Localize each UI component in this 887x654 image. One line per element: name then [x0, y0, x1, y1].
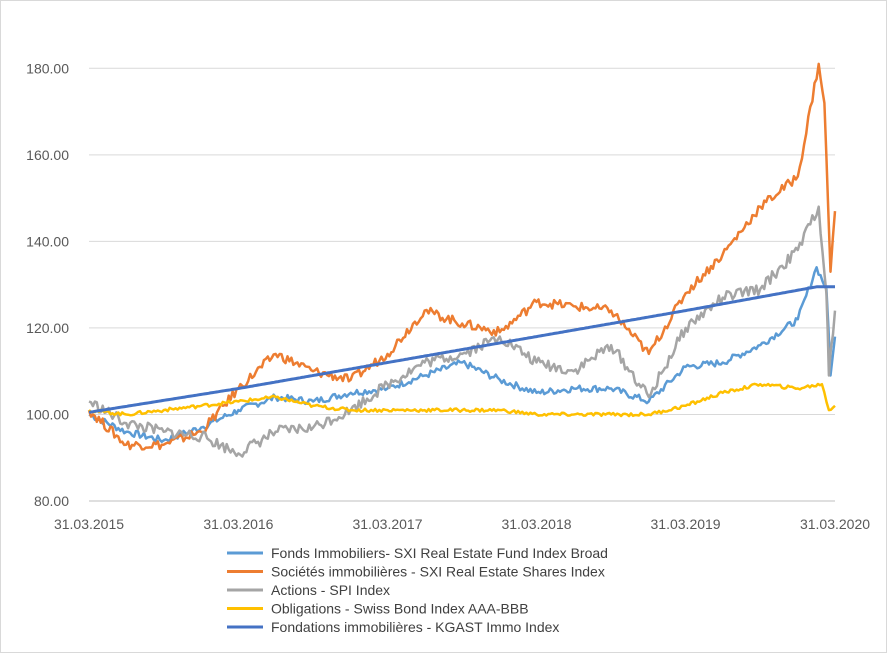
legend-label: Fondations immobilières - KGAST Immo Ind… [271, 619, 559, 635]
series-line [88, 382, 836, 418]
legend-label: Actions - SPI Index [271, 582, 390, 598]
x-tick-label: 31.03.2017 [352, 516, 422, 532]
y-tick-label: 140.00 [26, 233, 69, 249]
legend-label: Obligations - Swiss Bond Index AAA-BBB [271, 601, 529, 617]
series-line [88, 285, 835, 414]
series-line [87, 62, 837, 451]
y-axis-tick-labels: 80.00 100.00 120.00 140.00 160.00 180.00 [26, 60, 69, 509]
legend: Fonds Immobiliers- SXI Real Estate Fund … [227, 545, 608, 635]
x-axis-tick-labels: 31.03.2015 31.03.2016 31.03.2017 31.03.2018… [54, 516, 870, 532]
x-tick-label: 31.03.2015 [54, 516, 124, 532]
y-tick-label: 160.00 [26, 147, 69, 163]
series-lines [87, 62, 837, 458]
series-line [88, 266, 837, 444]
y-tick-label: 120.00 [26, 320, 69, 336]
x-tick-label: 31.03.2020 [800, 516, 870, 532]
y-tick-label: 80.00 [34, 493, 69, 509]
legend-label: Sociétés immobilières - SXI Real Estate … [271, 564, 605, 580]
series-line [88, 205, 837, 458]
x-tick-label: 31.03.2016 [203, 516, 273, 532]
legend-label: Fonds Immobiliers- SXI Real Estate Fund … [271, 545, 608, 561]
x-tick-label: 31.03.2018 [501, 516, 571, 532]
y-tick-label: 100.00 [26, 406, 69, 422]
y-tick-label: 180.00 [26, 60, 69, 76]
x-tick-label: 31.03.2019 [651, 516, 721, 532]
